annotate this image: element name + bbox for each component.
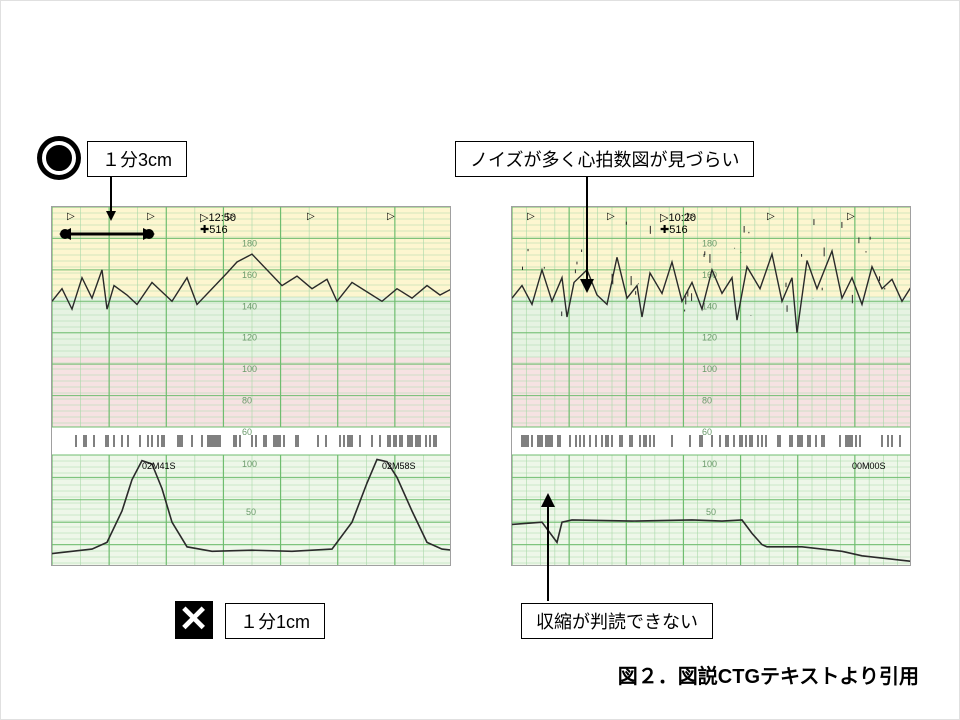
svg-text:00M00S: 00M00S	[852, 461, 886, 471]
svg-text:02M58S: 02M58S	[382, 461, 416, 471]
svg-text:80: 80	[702, 396, 712, 406]
svg-text:100: 100	[702, 459, 717, 469]
svg-text:180: 180	[242, 238, 257, 248]
svg-text:50: 50	[246, 507, 256, 517]
svg-text:60: 60	[702, 427, 712, 437]
contraction-note-text: 収縮が判読できない	[536, 612, 698, 632]
bad-speed-label: １分1cm	[225, 603, 325, 639]
svg-text:180: 180	[702, 238, 717, 248]
bad-speed-text: １分1cm	[240, 612, 310, 632]
figure-caption: 図２．図説CTGテキストより引用	[618, 660, 919, 689]
caption-text: 図２．図説CTGテキストより引用	[618, 666, 919, 688]
svg-text:80: 80	[242, 396, 252, 406]
bad-mark-icon: ✕	[175, 601, 213, 639]
svg-text:▷: ▷	[767, 211, 775, 222]
svg-text:100: 100	[242, 364, 257, 374]
svg-text:▷: ▷	[847, 211, 855, 222]
ctg-chart-good: 180160140120100806010050▷12:50✚516▷▷▷▷▷0…	[52, 207, 451, 566]
svg-text:▷: ▷	[227, 211, 235, 222]
svg-text:60: 60	[242, 427, 252, 437]
good-speed-text: １分3cm	[102, 150, 172, 170]
noise-note-text: ノイズが多く心拍数図が見づらい	[470, 150, 739, 170]
noise-note-label: ノイズが多く心拍数図が見づらい	[455, 141, 754, 177]
svg-text:160: 160	[242, 270, 257, 280]
noise-arrow-icon	[575, 175, 599, 295]
svg-text:✚516: ✚516	[200, 224, 228, 236]
good-speed-label: １分3cm	[87, 141, 187, 177]
svg-text:120: 120	[702, 333, 717, 343]
ctg-panel-bad: 180160140120100806010050▷10:20✚516▷▷▷▷▷0…	[511, 206, 911, 566]
contraction-note-label: 収縮が判読できない	[521, 603, 713, 639]
svg-text:▷: ▷	[307, 211, 315, 222]
svg-text:100: 100	[702, 364, 717, 374]
svg-text:▷: ▷	[607, 211, 615, 222]
ctg-panel-good: 180160140120100806010050▷12:50✚516▷▷▷▷▷0…	[51, 206, 451, 566]
svg-text:100: 100	[242, 459, 257, 469]
svg-text:▷: ▷	[687, 211, 695, 222]
svg-text:✚516: ✚516	[660, 224, 688, 236]
svg-text:02M41S: 02M41S	[142, 461, 176, 471]
svg-text:140: 140	[242, 301, 257, 311]
span-arrow-icon	[59, 223, 155, 245]
contraction-arrow-icon	[536, 493, 560, 603]
svg-text:50: 50	[706, 507, 716, 517]
svg-text:120: 120	[242, 333, 257, 343]
slide-canvas: １分3cm ノイズが多く心拍数図が見づらい 180 160 140 120 100 80 6…	[0, 0, 960, 720]
svg-text:▷: ▷	[527, 211, 535, 222]
svg-text:▷: ▷	[387, 211, 395, 222]
ctg-chart-bad: 180160140120100806010050▷10:20✚516▷▷▷▷▷0…	[512, 207, 911, 566]
